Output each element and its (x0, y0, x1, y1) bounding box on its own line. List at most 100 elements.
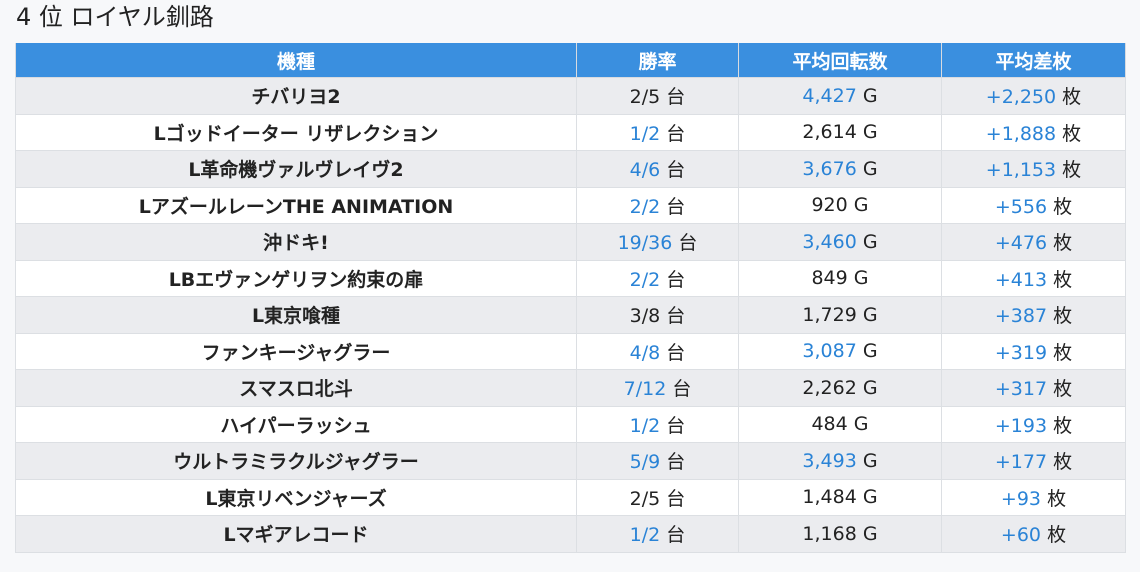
table-row: L東京リベンジャーズ 2/5 台 1,484 G +93 枚 (15, 478, 1126, 516)
win-rate-value[interactable]: 2/5 (629, 487, 661, 510)
win-rate-value[interactable]: 2/2 (629, 195, 661, 218)
games-unit: G (862, 340, 878, 363)
avg-diff-value[interactable]: +476 (994, 232, 1048, 255)
win-rate-value[interactable]: 1/2 (629, 414, 661, 437)
medals-unit: 枚 (1053, 232, 1073, 255)
column-header-avg-diff[interactable]: 平均差枚 (941, 43, 1126, 78)
avg-diff-value[interactable]: +387 (994, 305, 1048, 328)
avg-spins-value[interactable]: 849 (811, 267, 848, 290)
machines-unit: 台 (666, 86, 686, 109)
machine-cell: LアズールレーンTHE ANIMATION (15, 186, 577, 224)
win-rate-cell: 3/8 台 (576, 296, 739, 334)
medals-unit: 枚 (1053, 451, 1073, 474)
machines-unit: 台 (666, 195, 686, 218)
avg-diff-value[interactable]: +317 (994, 378, 1048, 401)
games-unit: G (862, 157, 878, 180)
column-header-avg-spins[interactable]: 平均回転数 (738, 43, 942, 78)
avg-diff-cell: +60 枚 (941, 515, 1126, 553)
win-rate-value[interactable]: 5/9 (629, 451, 661, 474)
avg-spins-value[interactable]: 920 (811, 194, 848, 217)
avg-spins-cell: 3,460 G (738, 223, 942, 261)
avg-diff-value[interactable]: +193 (994, 414, 1048, 437)
avg-spins-value[interactable]: 4,427 (802, 84, 857, 107)
machine-name[interactable]: チバリヨ2 (251, 86, 341, 109)
machine-name[interactable]: ファンキージャグラー (201, 341, 391, 364)
machine-name[interactable]: L東京喰種 (251, 305, 341, 328)
games-unit: G (853, 267, 869, 290)
win-rate-value[interactable]: 3/8 (629, 305, 661, 328)
avg-spins-value[interactable]: 3,460 (802, 230, 857, 253)
machine-name[interactable]: ウルトラミラクルジャグラー (173, 451, 419, 474)
avg-diff-value[interactable]: +1,888 (985, 122, 1057, 145)
machine-cell: スマスロ北斗 (15, 369, 577, 407)
avg-diff-cell: +413 枚 (941, 259, 1126, 297)
avg-spins-value[interactable]: 484 (811, 413, 848, 436)
avg-spins-value[interactable]: 3,676 (802, 157, 857, 180)
avg-diff-value[interactable]: +1,153 (985, 159, 1057, 182)
win-rate-cell: 1/2 台 (576, 113, 739, 151)
avg-spins-value[interactable]: 2,614 (802, 121, 857, 144)
avg-diff-value[interactable]: +2,250 (985, 86, 1057, 109)
avg-diff-value[interactable]: +413 (994, 268, 1048, 291)
avg-spins-cell: 3,676 G (738, 150, 942, 188)
machine-cell: ウルトラミラクルジャグラー (15, 442, 577, 480)
avg-diff-value[interactable]: +60 (1000, 524, 1042, 547)
machine-name[interactable]: L東京リベンジャーズ (205, 487, 387, 510)
avg-spins-value[interactable]: 1,168 (802, 522, 857, 545)
machine-cell: L革命機ヴァルヴレイヴ2 (15, 150, 577, 188)
avg-spins-value[interactable]: 2,262 (802, 376, 857, 399)
column-header-win-rate[interactable]: 勝率 (576, 43, 739, 78)
table-row: ハイパーラッシュ 1/2 台 484 G +193 枚 (15, 405, 1126, 443)
machine-name[interactable]: Lマギアレコード (223, 524, 369, 547)
avg-spins-value[interactable]: 3,493 (802, 449, 857, 472)
table-body: チバリヨ2 2/5 台 4,427 G +2,250 枚 Lゴッドイーター リザ… (15, 77, 1126, 553)
avg-spins-value[interactable]: 1,729 (802, 303, 857, 326)
machine-name[interactable]: L革命機ヴァルヴレイヴ2 (188, 159, 404, 182)
avg-diff-value[interactable]: +556 (994, 195, 1048, 218)
avg-spins-value[interactable]: 3,087 (802, 340, 857, 363)
column-header-machine[interactable]: 機種 (15, 43, 577, 78)
machine-name[interactable]: スマスロ北斗 (239, 378, 353, 401)
avg-spins-cell: 1,168 G (738, 515, 942, 553)
page-title: 4 位 ロイヤル釧路 (16, 3, 214, 31)
win-rate-value[interactable]: 1/2 (629, 524, 661, 547)
win-rate-value[interactable]: 2/5 (629, 86, 661, 109)
avg-diff-cell: +556 枚 (941, 186, 1126, 224)
win-rate-cell: 2/2 台 (576, 186, 739, 224)
machines-unit: 台 (666, 451, 686, 474)
table-row: スマスロ北斗 7/12 台 2,262 G +317 枚 (15, 369, 1126, 407)
games-unit: G (862, 230, 878, 253)
win-rate-value[interactable]: 4/6 (629, 159, 661, 182)
machines-unit: 台 (666, 341, 686, 364)
avg-spins-value[interactable]: 1,484 (802, 486, 857, 509)
machine-name[interactable]: 沖ドキ! (263, 232, 329, 255)
machine-name[interactable]: LアズールレーンTHE ANIMATION (138, 195, 454, 218)
win-rate-cell: 1/2 台 (576, 405, 739, 443)
win-rate-value[interactable]: 2/2 (629, 268, 661, 291)
machine-name[interactable]: Lゴッドイーター リザレクション (153, 122, 439, 145)
win-rate-value[interactable]: 4/8 (629, 341, 661, 364)
table-row: LアズールレーンTHE ANIMATION 2/2 台 920 G +556 枚 (15, 186, 1126, 224)
machines-unit: 台 (666, 122, 686, 145)
win-rate-value[interactable]: 19/36 (617, 232, 673, 255)
games-unit: G (862, 303, 878, 326)
machine-name[interactable]: LBエヴァンゲリヲン約束の扉 (168, 268, 424, 291)
medals-unit: 枚 (1053, 195, 1073, 218)
avg-diff-value[interactable]: +319 (994, 341, 1048, 364)
win-rate-value[interactable]: 1/2 (629, 122, 661, 145)
games-unit: G (862, 486, 878, 509)
win-rate-value[interactable]: 7/12 (623, 378, 667, 401)
machine-cell: L東京リベンジャーズ (15, 478, 577, 516)
win-rate-cell: 7/12 台 (576, 369, 739, 407)
machine-cell: L東京喰種 (15, 296, 577, 334)
avg-diff-value[interactable]: +93 (1000, 487, 1042, 510)
machine-name[interactable]: ハイパーラッシュ (220, 414, 372, 437)
avg-diff-cell: +1,888 枚 (941, 113, 1126, 151)
machines-unit: 台 (666, 268, 686, 291)
medals-unit: 枚 (1062, 122, 1082, 145)
avg-diff-value[interactable]: +177 (994, 451, 1048, 474)
medals-unit: 枚 (1053, 305, 1073, 328)
medals-unit: 枚 (1047, 524, 1067, 547)
win-rate-cell: 2/5 台 (576, 478, 739, 516)
avg-diff-cell: +387 枚 (941, 296, 1126, 334)
